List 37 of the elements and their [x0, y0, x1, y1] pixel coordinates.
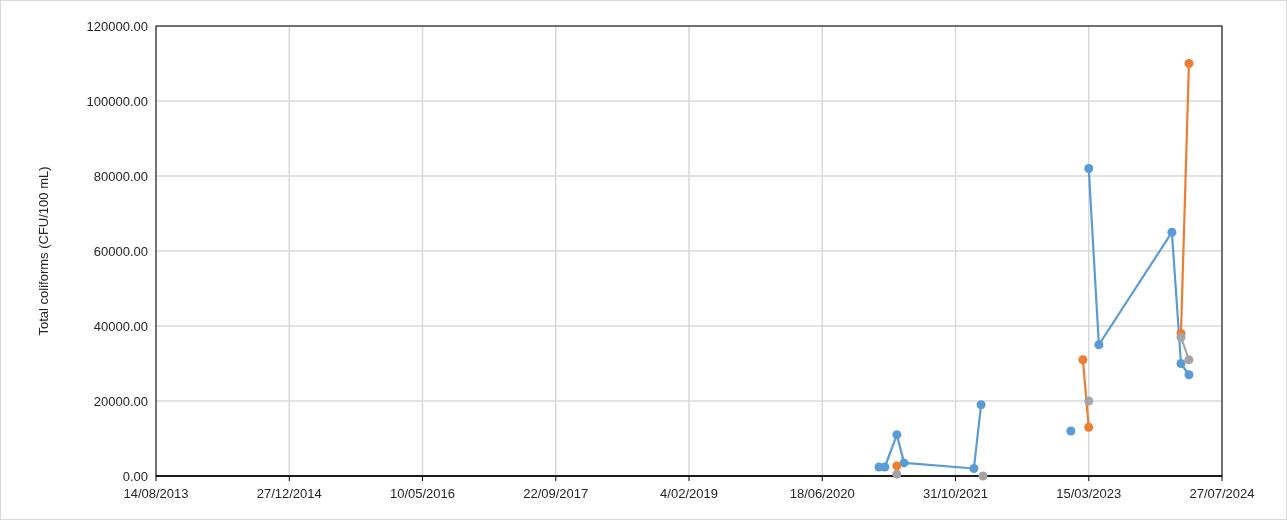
point [892, 469, 902, 479]
point [978, 471, 988, 481]
x-tick-label: 22/09/2017 [523, 486, 589, 501]
point [1084, 164, 1094, 173]
x-tick-label: 10/05/2016 [389, 486, 456, 501]
x-tick-label: 27/07/2024 [1189, 486, 1255, 501]
point [1184, 370, 1194, 380]
x-tick-label: 4/02/2019 [660, 486, 718, 501]
x-tick-label: 14/08/2013 [123, 486, 189, 501]
y-tick-label: 80000.00 [93, 168, 148, 184]
point [1167, 227, 1177, 237]
y-axis-title: Total coliforms (CFU/100 mL) [36, 166, 51, 336]
point [1066, 426, 1076, 436]
point [1176, 332, 1186, 342]
point [892, 461, 902, 471]
point [1084, 422, 1094, 432]
point [1184, 59, 1194, 68]
x-tick-label: 15/03/2023 [1056, 486, 1122, 501]
point [1078, 355, 1088, 365]
y-tick-label: 20000.00 [93, 393, 148, 409]
point [892, 430, 902, 440]
point [1084, 396, 1094, 406]
point [880, 462, 890, 472]
x-tick-label: 31/10/2021 [922, 486, 989, 501]
y-tick-label: 0.00 [122, 468, 148, 484]
y-tick-label: 120000.00 [86, 18, 148, 34]
point [1094, 340, 1104, 350]
x-tick-label: 18/06/2020 [789, 486, 855, 501]
x-tick-label: 27/12/2014 [256, 486, 322, 501]
point [899, 458, 909, 468]
point [1176, 359, 1186, 368]
point [1184, 355, 1194, 365]
y-tick-label: 40000.00 [93, 318, 148, 334]
point [976, 400, 986, 410]
y-tick-label: 60000.00 [93, 243, 148, 259]
y-tick-label: 100000.00 [86, 93, 148, 109]
point [969, 464, 979, 473]
